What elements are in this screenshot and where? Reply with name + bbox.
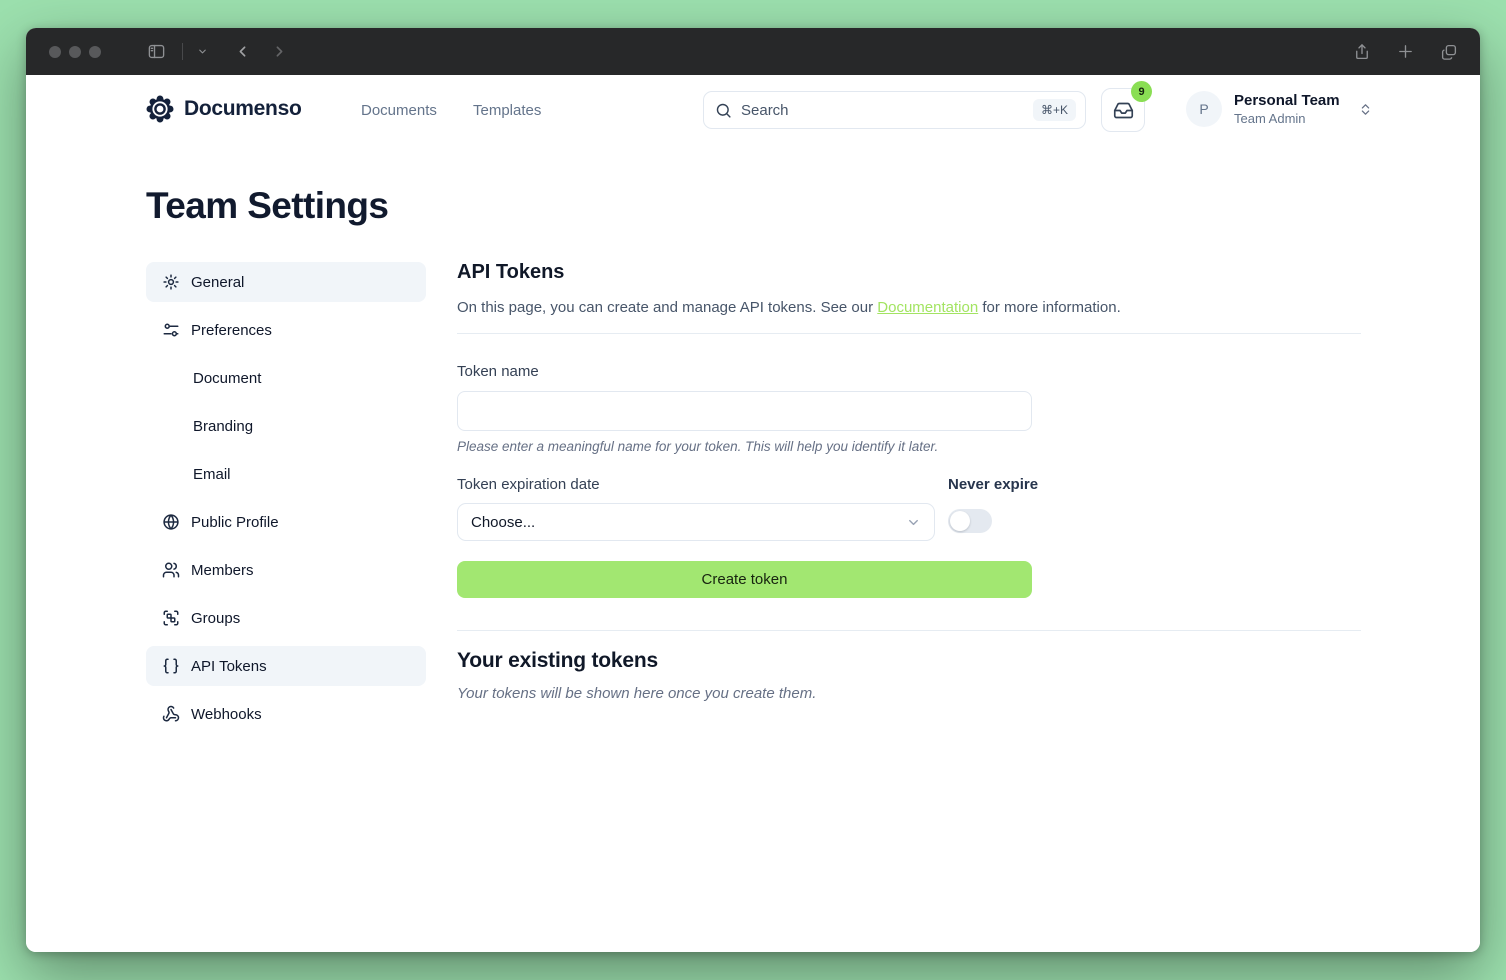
sidebar-toggle-button[interactable] <box>141 42 172 61</box>
section-description: On this page, you can create and manage … <box>457 299 1121 316</box>
sidebar-item-webhooks[interactable]: Webhooks <box>146 694 426 734</box>
back-button[interactable] <box>228 43 257 60</box>
sidebar-item-email[interactable]: Email <box>146 454 426 494</box>
sidebar-item-preferences[interactable]: Preferences <box>146 310 426 350</box>
search-shortcut-badge: ⌘+K <box>1032 99 1076 121</box>
sidebar-item-label: Webhooks <box>191 705 262 723</box>
description-text: for more information. <box>978 299 1121 316</box>
toggle-thumb <box>950 511 970 531</box>
search-bar[interactable]: ⌘+K <box>703 91 1086 129</box>
description-text: On this page, you can create and manage … <box>457 299 878 316</box>
sidebar-item-groups[interactable]: Groups <box>146 598 426 638</box>
chevrons-up-down-icon <box>1358 102 1373 117</box>
users-icon <box>162 561 180 579</box>
existing-tokens-title: Your existing tokens <box>457 649 658 672</box>
webhook-icon <box>162 705 180 723</box>
token-expiration-select[interactable]: Choose... <box>457 503 935 541</box>
sidebar-item-label: API Tokens <box>191 657 267 675</box>
minimize-window-button[interactable] <box>69 45 81 58</box>
plus-icon <box>1397 43 1414 60</box>
new-tab-button[interactable] <box>1391 43 1420 60</box>
chevron-down-icon <box>906 515 921 530</box>
sidebar-item-members[interactable]: Members <box>146 550 426 590</box>
settings-sidebar: General Preferences Document Branding Em… <box>146 262 426 742</box>
token-name-label: Token name <box>457 363 539 380</box>
braces-icon <box>162 657 180 675</box>
existing-tokens-empty-text: Your tokens will be shown here once you … <box>457 685 817 702</box>
tab-overview-button[interactable] <box>1434 43 1464 61</box>
sidebar-item-api-tokens[interactable]: API Tokens <box>146 646 426 686</box>
documenso-seal-icon <box>146 95 174 123</box>
sidebar-item-label: Branding <box>193 417 254 435</box>
forward-button[interactable] <box>265 43 294 60</box>
sidebar-item-label: Email <box>193 465 231 483</box>
brand-name: Documenso <box>184 97 302 120</box>
tab-overview-icon <box>1440 43 1458 61</box>
divider <box>457 333 1361 334</box>
search-input[interactable] <box>741 101 1033 119</box>
sidebar-item-label: Preferences <box>191 321 272 339</box>
chevron-right-icon <box>271 43 288 60</box>
sidebar-icon <box>147 42 166 61</box>
toolbar-divider <box>182 43 183 60</box>
avatar: P <box>1186 91 1222 127</box>
inbox-icon <box>1113 100 1134 121</box>
search-icon <box>715 102 732 119</box>
app-canvas: Documenso Documents Templates ⌘+K 9 P Pe… <box>26 75 1480 952</box>
chevron-left-icon <box>234 43 251 60</box>
sidebar-item-label: Groups <box>191 609 241 627</box>
gear-icon <box>162 273 180 291</box>
sidebar-item-public-profile[interactable]: Public Profile <box>146 502 426 542</box>
nav-documents[interactable]: Documents <box>361 102 437 119</box>
share-button[interactable] <box>1347 43 1377 61</box>
token-expiration-label: Token expiration date <box>457 476 600 493</box>
sidebar-item-general[interactable]: General <box>146 262 426 302</box>
token-name-hint: Please enter a meaningful name for your … <box>457 439 939 454</box>
globe-icon <box>162 513 180 531</box>
inbox-count-badge: 9 <box>1131 81 1152 102</box>
select-value: Choose... <box>471 513 536 531</box>
page-title: Team Settings <box>146 185 389 226</box>
team-role: Team Admin <box>1234 111 1306 126</box>
sidebar-item-label: Public Profile <box>191 513 279 531</box>
chevron-down-icon <box>197 46 208 57</box>
token-name-input[interactable] <box>457 391 1032 431</box>
tab-group-chevron-button[interactable] <box>191 46 214 57</box>
sidebar-item-label: Members <box>191 561 254 579</box>
section-title: API Tokens <box>457 261 565 283</box>
sidebar-item-label: General <box>191 273 245 291</box>
traffic-lights <box>49 45 101 58</box>
browser-titlebar <box>26 28 1480 75</box>
inbox-button[interactable]: 9 <box>1101 81 1152 132</box>
never-expire-toggle[interactable] <box>948 509 992 533</box>
group-icon <box>162 609 180 627</box>
never-expire-label: Never expire <box>948 476 1039 493</box>
api-tokens-panel: API Tokens On this page, you can create … <box>457 75 1361 952</box>
divider <box>457 630 1361 631</box>
share-icon <box>1353 43 1371 61</box>
browser-window: Documenso Documents Templates ⌘+K 9 P Pe… <box>26 28 1480 952</box>
create-token-button[interactable]: Create token <box>457 561 1032 598</box>
team-name: Personal Team <box>1234 92 1340 109</box>
sidebar-item-document[interactable]: Document <box>146 358 426 398</box>
zoom-window-button[interactable] <box>89 45 101 58</box>
documenso-logo[interactable]: Documenso <box>146 95 302 123</box>
nav-templates[interactable]: Templates <box>473 102 542 119</box>
documentation-link[interactable]: Documentation <box>877 299 979 316</box>
sliders-icon <box>162 321 180 339</box>
account-menu-trigger[interactable]: P Personal Team Team Admin <box>1186 91 1373 127</box>
close-window-button[interactable] <box>49 45 61 58</box>
sidebar-item-branding[interactable]: Branding <box>146 406 426 446</box>
sidebar-item-label: Document <box>193 369 262 387</box>
